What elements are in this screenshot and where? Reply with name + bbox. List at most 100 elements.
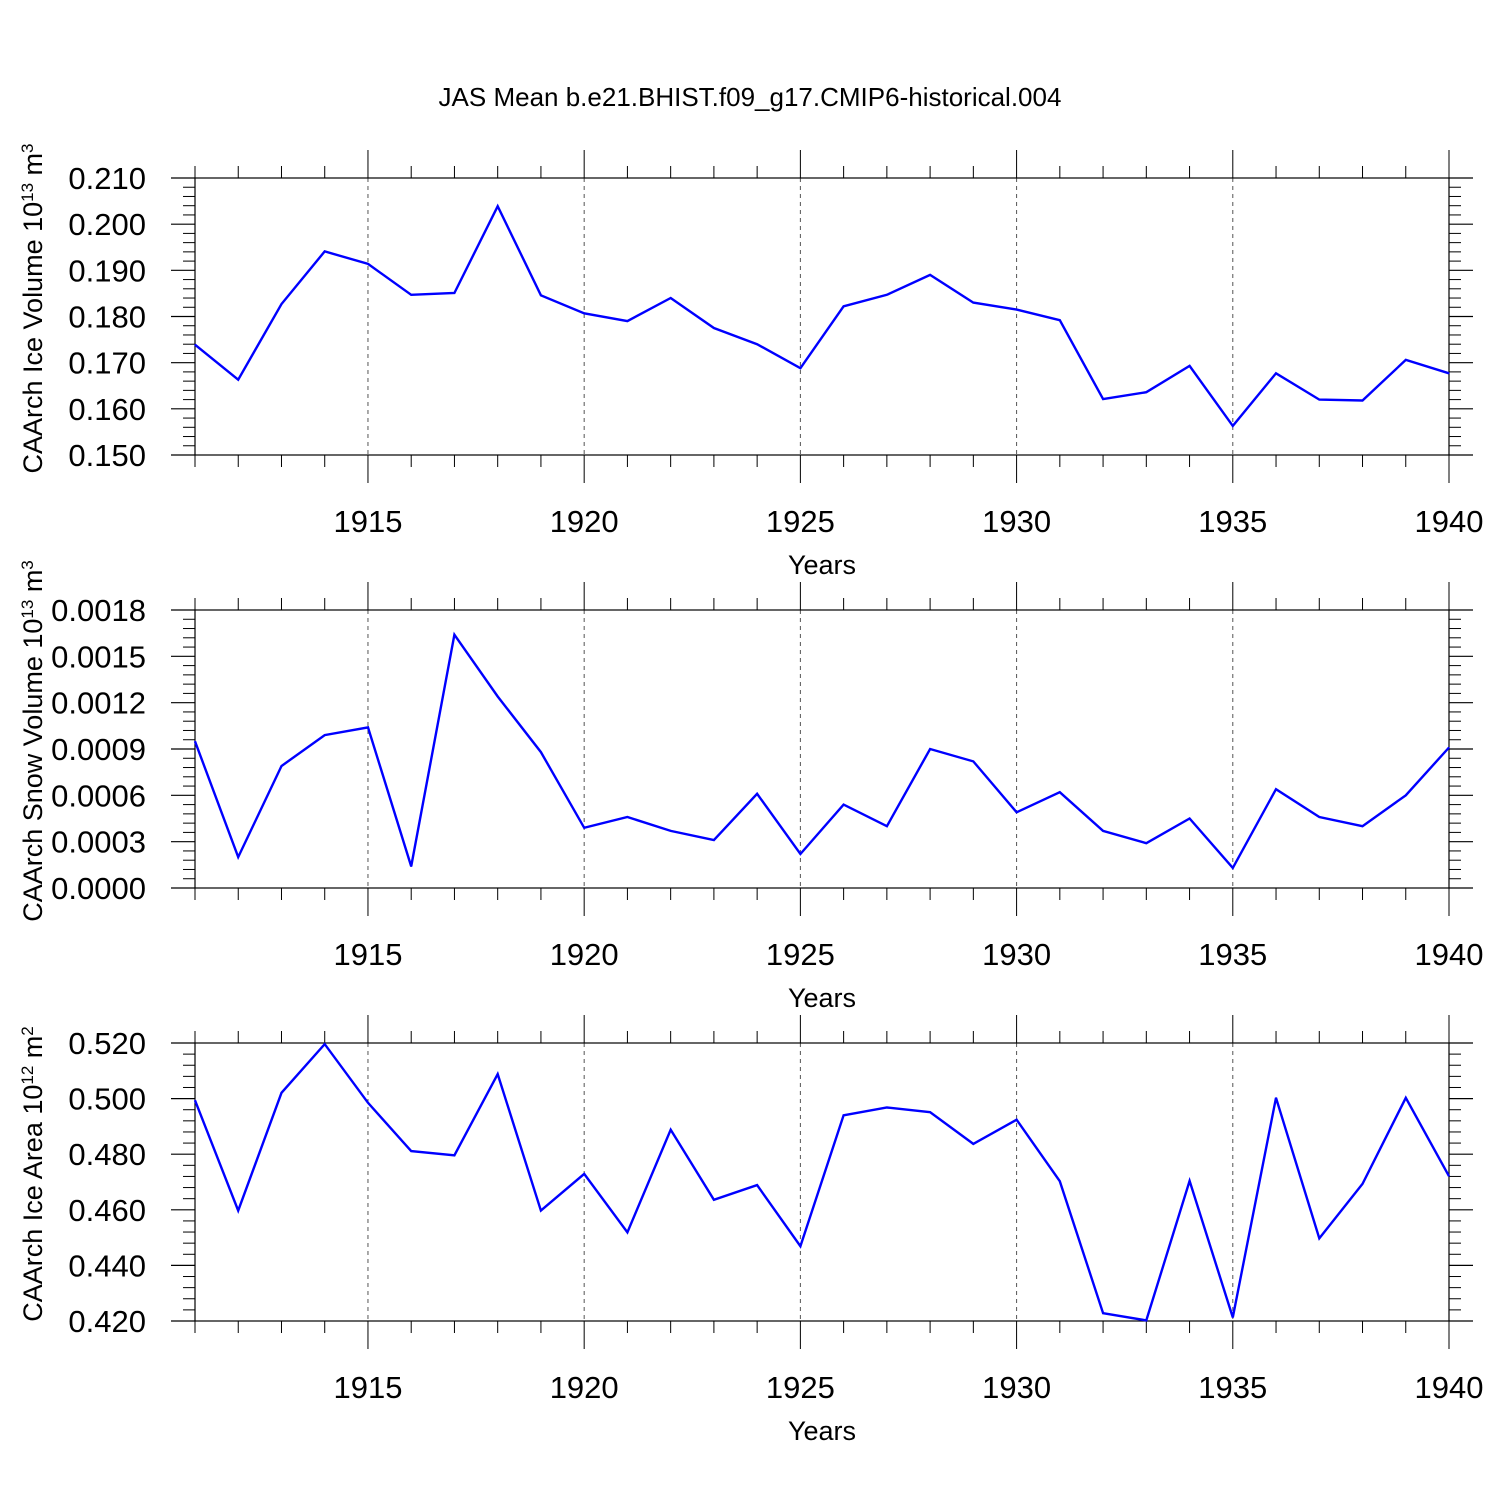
chart-2-ylabel-ylabel-unit-exp: 3 <box>18 560 37 569</box>
chart-panel-3: 0.420 0.440 0.460 0.480 0.500 0.520 1915 1920 19… <box>18 1015 1484 1446</box>
chart-1-point-1915 <box>367 263 369 265</box>
chart-2-point-1928 <box>929 748 931 750</box>
chart-1-ytick-label: 0.170 <box>68 346 146 381</box>
chart-3-point-1932 <box>1102 1312 1104 1314</box>
chart-1-point-1930 <box>1015 308 1018 311</box>
chart-3-point-1930 <box>1015 1119 1018 1121</box>
chart-3-frame <box>194 1042 1450 1322</box>
chart-1-series-line <box>194 203 1450 428</box>
chart-2-ylabel-ylabel-exp: 13 <box>18 600 37 619</box>
chart-1-point-1925 <box>799 367 801 369</box>
chart-1-ytick-label: 0.160 <box>68 392 146 427</box>
chart-1-xtick-label: 1940 <box>1415 504 1484 539</box>
chart-panel-2: 0.0000 0.0003 0.0006 0.0009 0.0012 0.0015 0.00… <box>18 560 1484 1013</box>
chart-2-xtick-label: 1935 <box>1198 937 1267 972</box>
chart-3-ytick-label: 0.480 <box>68 1137 146 1172</box>
chart-3-ylabel-ylabel-main: CAArch Ice Area 10 <box>18 1085 48 1322</box>
chart-1-ylabel-ylabel-unit: m <box>18 153 48 183</box>
chart-3-point-1921 <box>626 1231 629 1233</box>
chart-2-frame <box>194 609 1450 889</box>
chart-2-point-1922 <box>670 830 672 832</box>
chart-3-point-1933 <box>1145 1319 1147 1322</box>
chart-3-point-1925 <box>799 1245 801 1247</box>
chart-3-point-1931 <box>1059 1180 1061 1182</box>
chart-1-point-1938 <box>1361 399 1364 402</box>
chart-1-xtick-label: 1930 <box>982 504 1051 539</box>
chart-1-point-1913 <box>280 303 283 305</box>
chart-1-point-1918 <box>497 205 499 207</box>
chart-3-point-1929 <box>972 1143 974 1145</box>
chart-3-series-line <box>193 1042 1451 1322</box>
chart-3-point-1935 <box>1232 1316 1234 1318</box>
chart-2-ytick-label: 0.0018 <box>51 593 146 628</box>
chart-3-ytick-label: 0.500 <box>68 1082 146 1117</box>
chart-2-point-1929 <box>972 760 974 762</box>
chart-1-point-1924 <box>756 343 758 345</box>
chart-2-point-1920 <box>583 827 585 829</box>
chart-1-point-1911 <box>194 344 196 346</box>
chart-1-point-1926 <box>843 305 845 307</box>
chart-2-ytick-label: 0.0000 <box>51 871 146 906</box>
chart-2-point-1926 <box>843 804 845 806</box>
chart-3-point-1924 <box>756 1184 758 1186</box>
chart-2-point-1919 <box>540 751 542 753</box>
chart-3-point-1912 <box>237 1210 239 1212</box>
chart-3-ytick-label: 0.460 <box>68 1193 146 1228</box>
chart-2-point-1940 <box>1448 746 1450 749</box>
chart-2-ytick-label: 0.0003 <box>51 825 146 860</box>
chart-3-point-1911 <box>194 1099 196 1101</box>
chart-2-point-1930 <box>1015 811 1018 813</box>
chart-2-point-1913 <box>280 765 283 767</box>
chart-1-ytick-label: 0.150 <box>68 438 146 473</box>
chart-3-ytick-label: 0.520 <box>68 1026 146 1061</box>
chart-1-xtick-label: 1925 <box>766 504 835 539</box>
chart-2-point-1924 <box>756 793 758 795</box>
chart-2-point-1931 <box>1059 791 1061 793</box>
chart-3-xtick-label: 1925 <box>766 1370 835 1405</box>
chart-1-point-1919 <box>540 294 542 296</box>
chart-2-point-1925 <box>799 853 801 855</box>
chart-2-point-1932 <box>1102 830 1104 832</box>
chart-1-ytick-label: 0.180 <box>68 300 146 335</box>
chart-3-ytick-label: 0.420 <box>68 1304 146 1339</box>
chart-3-point-1926 <box>843 1114 845 1116</box>
chart-2-point-1936 <box>1275 788 1277 790</box>
chart-1-point-1916 <box>410 294 412 296</box>
chart-1-ylabel-ylabel-exp: 13 <box>18 183 37 202</box>
chart-1-point-1933 <box>1145 391 1147 393</box>
chart-2-xtick-label: 1915 <box>333 937 402 972</box>
chart-1-point-1931 <box>1059 319 1061 321</box>
chart-1-ytick-label: 0.190 <box>68 253 146 288</box>
chart-2-ytick-label: 0.0015 <box>51 639 146 674</box>
figure-title: JAS Mean b.e21.BHIST.f09_g17.CMIP6-histo… <box>439 82 1062 112</box>
chart-1-xtick-label: 1915 <box>333 504 402 539</box>
chart-3-ylabel-ylabel-unit: m <box>18 1036 48 1066</box>
chart-2-point-1934 <box>1188 817 1191 820</box>
chart-2-point-1921 <box>626 816 629 818</box>
chart-3-point-1920 <box>583 1173 585 1175</box>
chart-2-point-1939 <box>1405 794 1407 796</box>
chart-3-point-1927 <box>886 1106 888 1109</box>
chart-3-point-1919 <box>540 1210 542 1212</box>
chart-1-point-1912 <box>237 379 239 381</box>
chart-3-xtick-label: 1920 <box>550 1370 619 1405</box>
chart-1-point-1936 <box>1275 372 1277 374</box>
chart-2-point-1918 <box>497 695 499 698</box>
chart-1-point-1927 <box>886 294 888 296</box>
chart-3-xtick-label: 1940 <box>1415 1370 1484 1405</box>
chart-3-ylabel-ylabel-unit-exp: 2 <box>18 1026 37 1035</box>
chart-3-point-1936 <box>1275 1097 1277 1099</box>
chart-3-point-1916 <box>410 1150 412 1152</box>
chart-3-point-1917 <box>453 1154 456 1156</box>
chart-panel-1: 0.150 0.160 0.170 0.180 0.190 0.200 0.210 1915 1… <box>18 143 1484 580</box>
chart-1-point-1932 <box>1102 398 1104 400</box>
chart-2-point-1933 <box>1145 842 1147 844</box>
chart-3-xtick-label: 1930 <box>982 1370 1051 1405</box>
chart-2-ylabel-ylabel-unit: m <box>18 570 48 600</box>
chart-2-xtick-label: 1920 <box>550 937 619 972</box>
chart-1-point-1928 <box>929 274 931 276</box>
chart-2-xlabel: Years <box>788 983 856 1013</box>
chart-1-point-1920 <box>583 312 585 314</box>
chart-3-ylabel: CAArch Ice Area 1012 m2 <box>18 1026 49 1322</box>
